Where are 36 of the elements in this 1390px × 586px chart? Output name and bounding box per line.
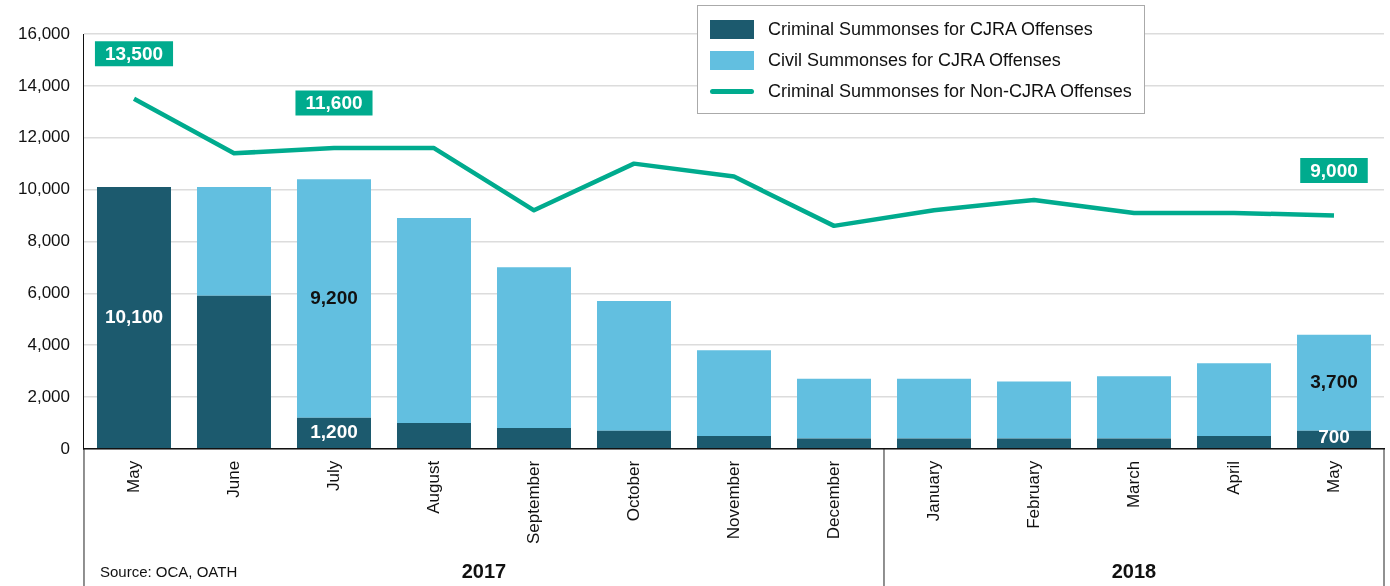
y-tick-label: 2,000 bbox=[27, 386, 70, 406]
legend-label: Civil Summonses for CJRA Offenses bbox=[768, 50, 1061, 71]
x-tick-label: July bbox=[323, 460, 343, 492]
legend-label: Criminal Summonses for CJRA Offenses bbox=[768, 19, 1093, 40]
legend-label: Criminal Summonses for Non-CJRA Offenses bbox=[768, 81, 1132, 102]
x-tick-label: December bbox=[823, 460, 843, 540]
data-label: 1,200 bbox=[310, 421, 358, 443]
y-tick-label: 8,000 bbox=[27, 231, 70, 251]
y-tick-label: 14,000 bbox=[18, 75, 70, 95]
x-tick-label: May bbox=[1323, 460, 1343, 493]
data-label: 9,200 bbox=[310, 286, 358, 308]
x-tick-label: January bbox=[923, 460, 943, 522]
x-tick-label: February bbox=[1023, 460, 1043, 529]
x-tick-label: April bbox=[1223, 460, 1243, 495]
y-tick-label: 16,000 bbox=[18, 23, 70, 43]
text: 2018 bbox=[1111, 559, 1157, 582]
x-tick-label: May bbox=[123, 460, 143, 493]
x-tick-label: September bbox=[523, 460, 543, 545]
x-tick-label: June bbox=[223, 460, 243, 498]
x-tick-label: November bbox=[723, 460, 743, 540]
data-label: 11,600 bbox=[305, 92, 363, 114]
data-label: 10,100 bbox=[104, 305, 164, 327]
data-label: 13,500 bbox=[104, 43, 164, 65]
data-label: 3,700 bbox=[1310, 370, 1358, 392]
y-tick-label: 6,000 bbox=[27, 282, 70, 302]
data-label: 700 bbox=[1318, 426, 1350, 448]
y-tick-label: 0 bbox=[60, 438, 70, 458]
x-tick-label: August bbox=[423, 460, 443, 514]
data-label: 9,000 bbox=[1310, 159, 1358, 181]
y-tick-label: 12,000 bbox=[18, 127, 70, 147]
x-tick-label: March bbox=[1123, 460, 1143, 509]
y-tick-label: 4,000 bbox=[27, 334, 70, 354]
text: 2017 bbox=[461, 559, 507, 582]
source-note: Source: OCA, OATH bbox=[100, 563, 238, 581]
x-tick-label: October bbox=[623, 460, 643, 522]
y-tick-label: 10,000 bbox=[18, 179, 70, 199]
